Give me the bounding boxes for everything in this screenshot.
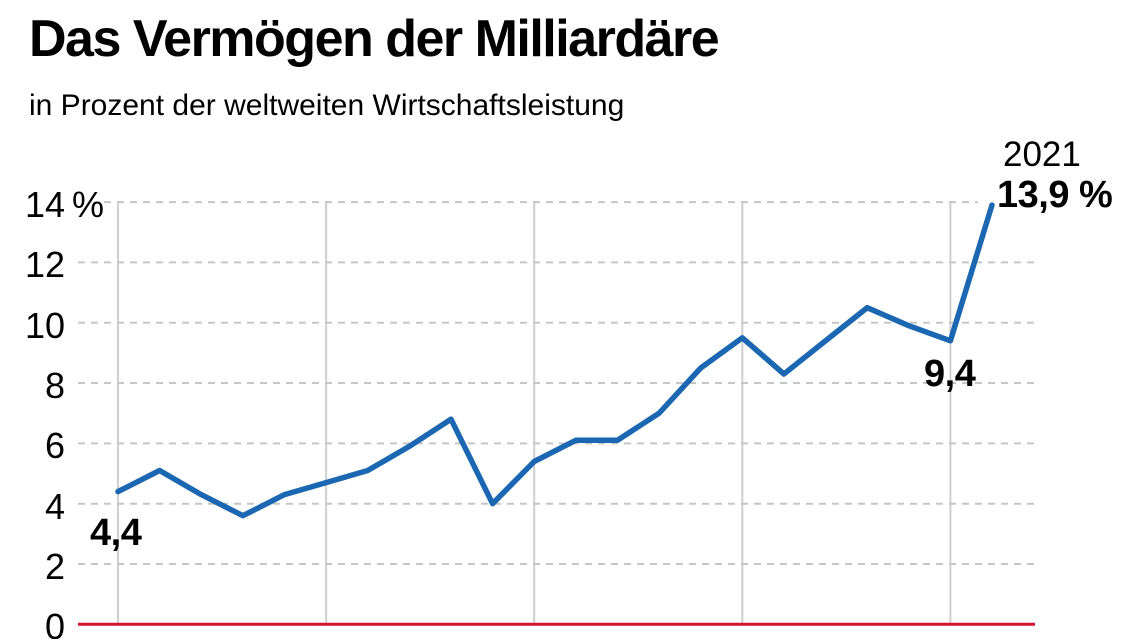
y-axis-tick-label: 6	[44, 425, 65, 466]
y-axis-tick-label: 12	[24, 244, 65, 285]
y-axis-tick-label: 4	[44, 486, 65, 527]
chart-title: Das Vermögen der Milliardäre	[29, 10, 720, 68]
y-axis-tick-label: 0	[44, 606, 65, 639]
chart-subtitle: in Prozent der weltweiten Wirtschaftslei…	[29, 89, 625, 122]
data-label-2000: 4,4	[90, 512, 142, 554]
data-label-2020: 9,4	[924, 353, 976, 395]
y-axis-unit-label: %	[72, 184, 105, 225]
y-axis-tick-label: 2	[44, 546, 65, 587]
billionaire-wealth-share-line	[115, 202, 995, 519]
data-label-2021-value: 13,9 %	[997, 174, 1113, 216]
data-label-final-year: 2021	[1003, 135, 1081, 174]
y-axis-tick-label: 8	[44, 365, 65, 406]
y-axis-tick-label: 14	[24, 184, 65, 225]
y-axis-tick-label: 10	[24, 305, 65, 346]
